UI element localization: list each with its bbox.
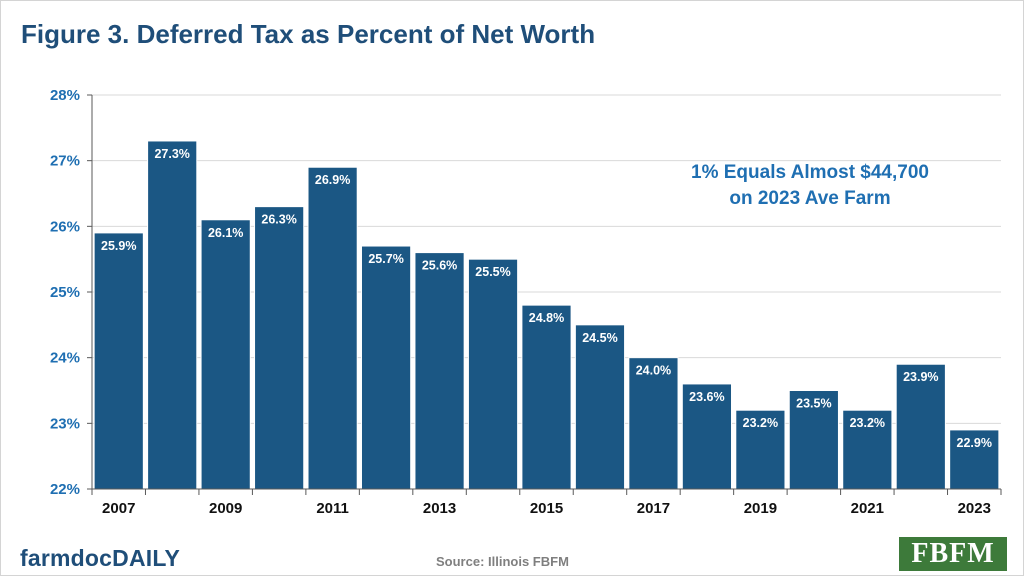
data-label: 23.6% [689,390,724,404]
bar [360,245,412,490]
data-label: 23.5% [796,397,831,411]
data-label: 22.9% [957,436,992,450]
x-tick-label: 2017 [637,500,670,517]
bar [735,409,786,490]
bar [681,383,733,490]
bar [895,363,946,490]
source-note: Source: Illinois FBFM [436,554,569,569]
x-tick-label: 2023 [958,500,991,517]
bar [467,258,519,490]
y-tick-label: 26% [50,218,80,235]
x-tick-label: 2013 [423,500,456,517]
y-tick-label: 27% [50,153,80,170]
annotation: 1% Equals Almost $44,700 on 2023 Ave Far… [640,160,980,212]
bar [307,166,358,490]
bar [93,232,144,490]
y-tick-label: 24% [50,350,80,367]
data-label: 23.2% [743,416,778,430]
bar [147,140,198,490]
annotation-line-1: 1% Equals Almost $44,700 [691,162,929,183]
data-label: 26.9% [315,173,350,187]
brand-logo: farmdocDAILY [20,545,181,571]
bar [200,219,251,490]
x-tick-label: 2015 [530,500,563,517]
data-label: 25.7% [368,252,403,266]
fbfm-logo: FBFM [899,537,1007,571]
data-label: 26.1% [208,226,243,240]
y-tick-label: 25% [50,284,80,301]
bars [93,140,1000,490]
y-tick-label: 23% [50,415,80,432]
x-tick-label: 2019 [744,500,777,517]
data-label: 25.6% [422,259,457,273]
data-label: 25.5% [475,265,510,279]
bar [521,304,572,490]
x-tick-label: 2007 [102,500,135,517]
x-tick-label: 2021 [851,500,884,517]
bar [788,390,839,490]
axes: 22% 23% 24% 25% 26% 27% 28% 2007 2009 2011 2013 201… [50,87,1002,517]
data-label: 23.9% [903,370,938,384]
bar [949,429,1000,490]
bar [628,357,679,490]
data-label: 24.8% [529,311,564,325]
data-label: 24.0% [636,364,671,378]
data-label: 27.3% [154,147,189,161]
bar [254,206,305,490]
data-label: 26.3% [261,213,296,227]
data-labels: 25.9% 27.3% 26.1% 26.3% 26.9% 25.7% 25.6% 25.5%… [101,147,992,450]
bar [414,252,465,490]
chart-title: Figure 3. Deferred Tax as Percent of Net… [21,19,596,49]
y-tick-label: 22% [50,481,80,498]
x-tick-label: 2009 [209,500,242,517]
y-tick-label: 28% [50,87,80,104]
bar [842,409,893,490]
data-label: 25.9% [101,239,136,253]
data-label: 24.5% [582,331,617,345]
x-tick-label: 2011 [316,500,349,517]
data-label: 23.2% [850,416,885,430]
bar [574,324,626,490]
annotation-line-2: on 2023 Ave Farm [729,188,891,209]
